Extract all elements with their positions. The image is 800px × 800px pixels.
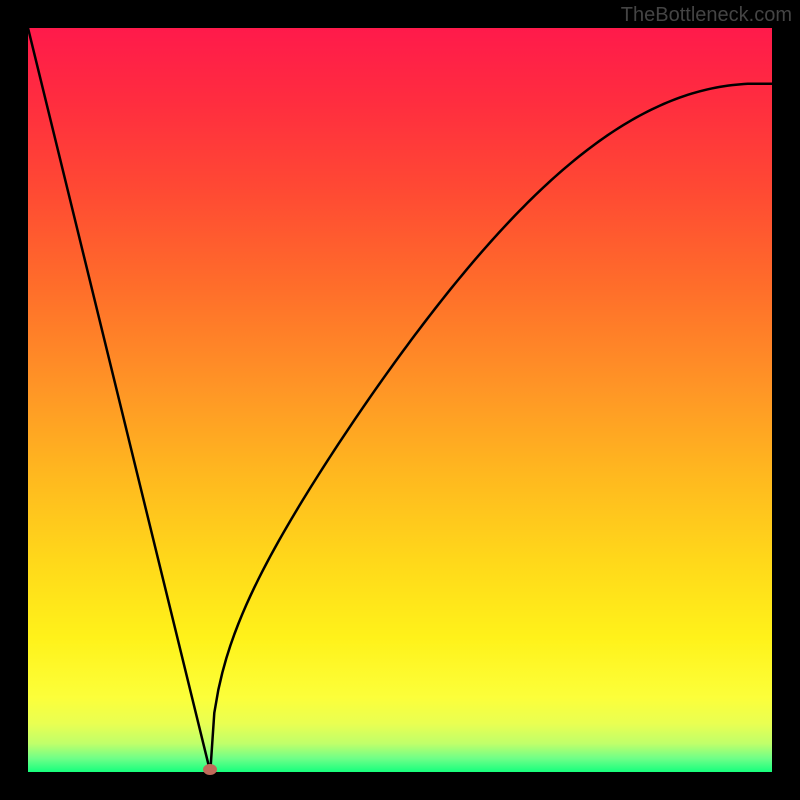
gradient-background	[28, 28, 772, 772]
plot-area	[28, 28, 772, 772]
chart-root: TheBottleneck.com	[0, 0, 800, 800]
minimum-marker	[203, 764, 217, 775]
plot-svg	[28, 28, 772, 772]
watermark-text: TheBottleneck.com	[621, 4, 792, 27]
